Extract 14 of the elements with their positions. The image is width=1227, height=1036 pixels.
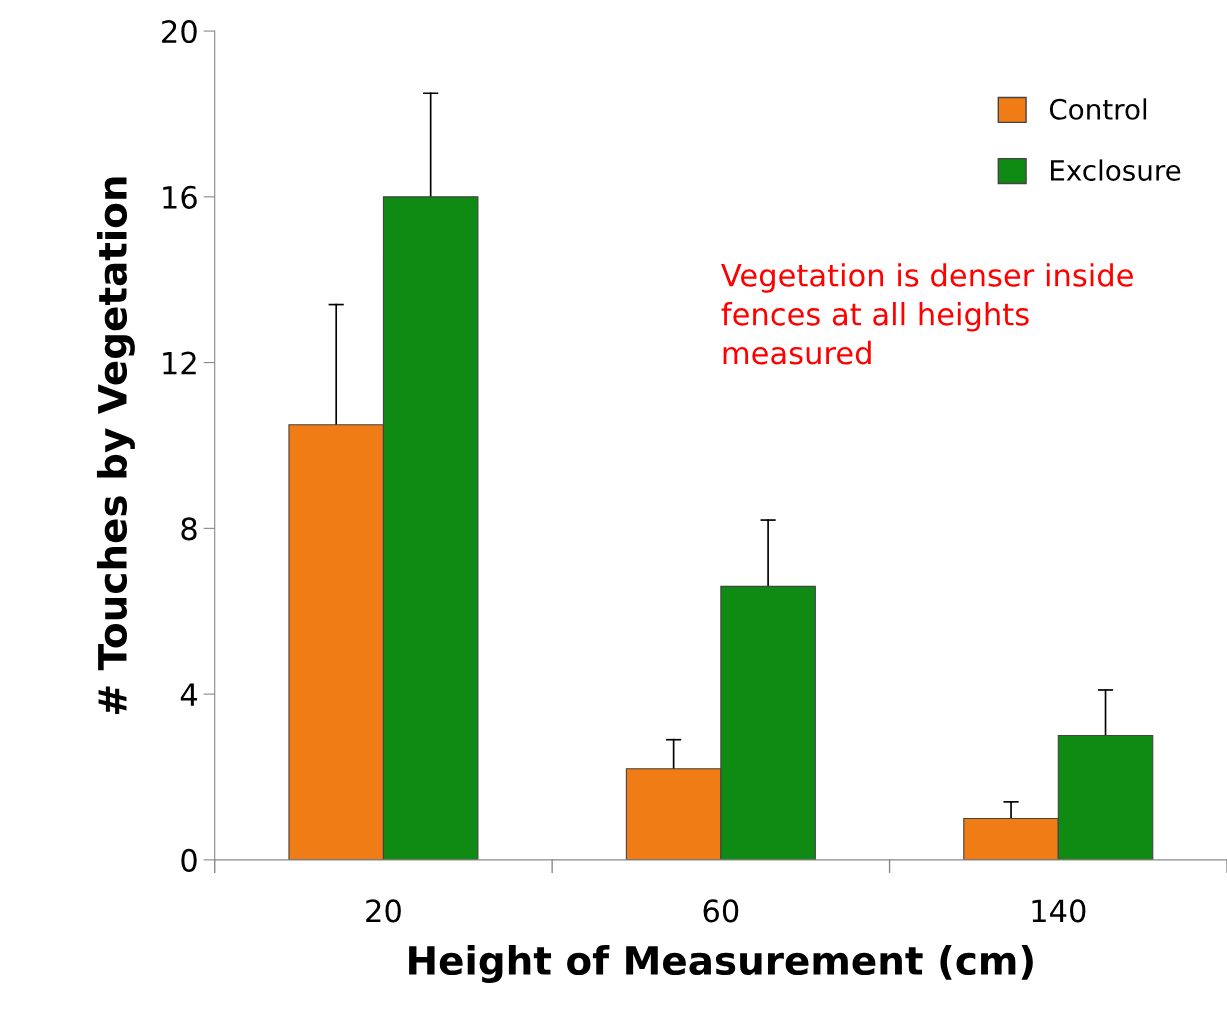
x-tick-label: 60 bbox=[703, 899, 739, 923]
y-tick-label: 8 bbox=[181, 517, 197, 541]
annotation: Vegetation is denser inside fences at all heights measured bbox=[721, 263, 1133, 365]
x-tick-label: 140 bbox=[1032, 899, 1086, 923]
y-tick-label: 4 bbox=[180, 683, 198, 706]
legend-label: Control bbox=[1049, 98, 1147, 120]
x-axis-title: Height of Measurement (cm) bbox=[409, 945, 1033, 983]
y-tick-label: 0 bbox=[181, 848, 197, 872]
y-tick-label: 20 bbox=[162, 20, 197, 44]
y-axis-title: # Touches by Vegetation bbox=[96, 177, 135, 714]
legend-label: Exclosure bbox=[1051, 159, 1181, 181]
x-tick-label: 20 bbox=[366, 899, 401, 923]
y-tick-label: 12 bbox=[163, 351, 196, 375]
y-tick-label: 16 bbox=[163, 185, 197, 209]
